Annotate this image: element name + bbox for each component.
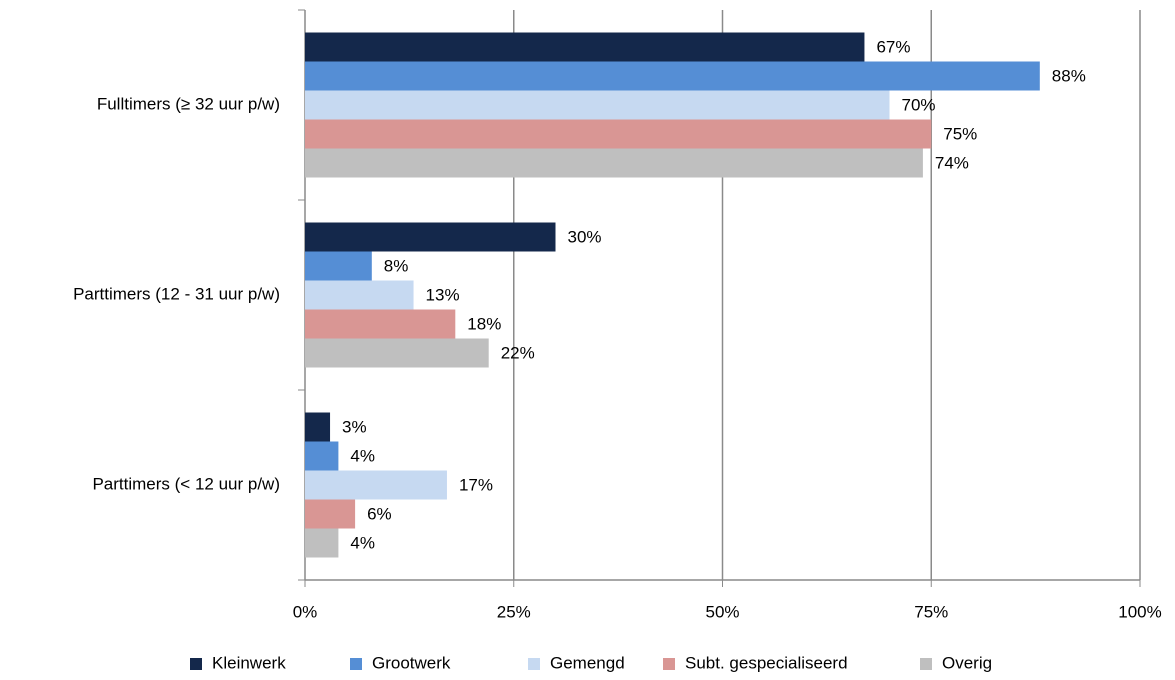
bar [305, 441, 339, 471]
data-label: 17% [459, 475, 493, 494]
data-label: 4% [350, 533, 375, 552]
bar [305, 309, 456, 339]
x-tick-label: 75% [914, 602, 948, 621]
data-label: 8% [384, 256, 409, 275]
data-label: 4% [350, 446, 375, 465]
bar [305, 119, 932, 149]
legend-label: Grootwerk [372, 653, 451, 672]
data-label: 70% [902, 95, 936, 114]
x-tick-label: 100% [1118, 602, 1161, 621]
bar [305, 222, 556, 252]
bar [305, 61, 1040, 91]
bar [305, 338, 489, 368]
bar [305, 470, 447, 500]
bar [305, 32, 865, 62]
bar [305, 280, 414, 310]
legend-label: Subt. gespecialiseerd [685, 653, 848, 672]
legend-label: Overig [942, 653, 992, 672]
y-tick-label: Parttimers (< 12 uur p/w) [92, 474, 280, 493]
data-label: 3% [342, 417, 367, 436]
data-label: 74% [935, 153, 969, 172]
data-label: 75% [943, 124, 977, 143]
data-label: 18% [467, 314, 501, 333]
data-label: 6% [367, 504, 392, 523]
x-tick-label: 25% [497, 602, 531, 621]
bar [305, 251, 372, 281]
x-tick-label: 50% [705, 602, 739, 621]
bar [305, 412, 331, 442]
data-label: 13% [426, 285, 460, 304]
legend-swatch [190, 658, 202, 670]
x-tick-label: 0% [293, 602, 318, 621]
bar [305, 90, 890, 120]
y-tick-label: Fulltimers (≥ 32 uur p/w) [97, 94, 280, 113]
data-label: 30% [568, 227, 602, 246]
y-tick-label: Parttimers (12 - 31 uur p/w) [73, 284, 280, 303]
legend-swatch [663, 658, 675, 670]
legend-label: Kleinwerk [212, 653, 286, 672]
bar [305, 528, 339, 558]
bar [305, 499, 356, 529]
legend-swatch [350, 658, 362, 670]
legend-swatch [528, 658, 540, 670]
bar [305, 148, 923, 178]
legend-label: Gemengd [550, 653, 625, 672]
data-label: 88% [1052, 66, 1086, 85]
data-label: 22% [501, 343, 535, 362]
data-label: 67% [876, 37, 910, 56]
legend-swatch [920, 658, 932, 670]
